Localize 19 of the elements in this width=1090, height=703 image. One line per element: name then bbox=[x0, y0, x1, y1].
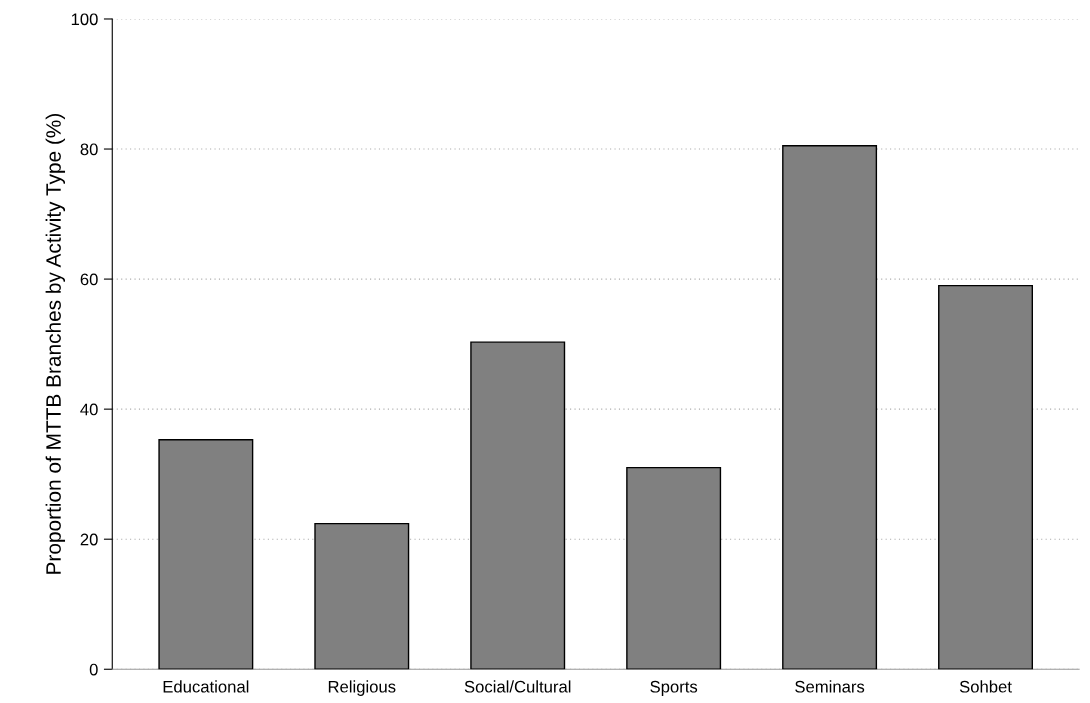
bar bbox=[158, 439, 254, 670]
y-tick-label: 20 bbox=[80, 533, 98, 546]
y-tick-label: 100 bbox=[71, 13, 98, 26]
x-tick-label: Sohbet bbox=[959, 680, 1012, 693]
x-tick-label: Social/Cultural bbox=[464, 680, 571, 693]
x-tick-label: Sports bbox=[650, 680, 698, 696]
bar bbox=[782, 145, 878, 670]
x-tick-label: Seminars bbox=[795, 680, 865, 693]
x-tick-label: Religious bbox=[328, 680, 396, 696]
y-tick-label: 40 bbox=[80, 403, 98, 416]
bar bbox=[938, 284, 1034, 670]
y-tick-label: 0 bbox=[89, 663, 98, 676]
x-tick-label: Educational bbox=[163, 680, 249, 693]
y-tick-label: 60 bbox=[80, 273, 98, 286]
y-tick-label: 80 bbox=[80, 143, 98, 156]
bar bbox=[626, 466, 722, 670]
bar bbox=[314, 522, 410, 670]
bar bbox=[470, 341, 566, 670]
y-axis-title: Proportion of MTTB Branches by Activity Type (%) bbox=[45, 114, 66, 574]
